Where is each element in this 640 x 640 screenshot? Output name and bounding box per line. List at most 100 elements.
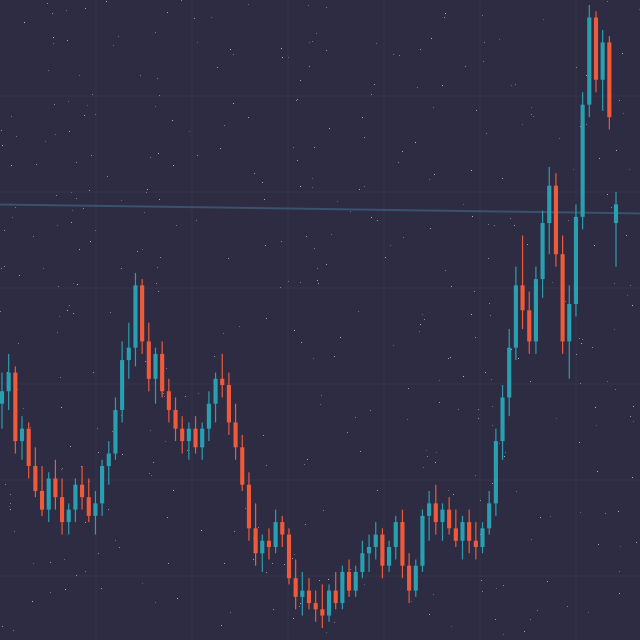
- candle: [206, 391, 211, 442]
- candle-body-up: [73, 484, 78, 510]
- candle-body-down: [173, 409, 178, 429]
- candle-body-down: [320, 609, 325, 616]
- candle: [467, 509, 472, 554]
- horizontal-reference-line: [0, 203, 640, 215]
- candle-body-down: [86, 497, 91, 516]
- candle-body-down: [527, 310, 532, 342]
- candle-body-down: [560, 254, 565, 342]
- candle-body-up: [480, 528, 485, 548]
- candle: [266, 528, 272, 560]
- candle: [587, 5, 592, 118]
- candle: [593, 11, 599, 93]
- candle: [273, 509, 278, 554]
- candle: [33, 447, 38, 498]
- candle: [226, 372, 231, 435]
- candle-body-down: [26, 428, 31, 467]
- candle: [106, 441, 111, 485]
- candle: [507, 328, 512, 417]
- candle: [246, 472, 252, 541]
- candle-body-down: [407, 565, 412, 591]
- candle: [193, 416, 198, 454]
- candle: [607, 36, 612, 130]
- candle-body-down: [160, 353, 165, 392]
- candle: [387, 540, 392, 572]
- candle-body-up: [493, 441, 498, 504]
- candle: [100, 459, 105, 516]
- candle-body-down: [59, 497, 65, 523]
- candle-body-up: [213, 378, 218, 404]
- candle-body-up: [100, 466, 105, 504]
- candle: [407, 553, 412, 604]
- candle: [460, 515, 465, 560]
- candle: [440, 503, 445, 541]
- candle: [487, 490, 492, 535]
- candle: [160, 341, 165, 398]
- candle-body-down: [166, 391, 171, 410]
- candle-body-down: [53, 478, 58, 498]
- candle-body-down: [233, 422, 238, 448]
- candle: [293, 559, 298, 610]
- candle: [527, 291, 532, 354]
- candle: [306, 578, 312, 610]
- candle: [173, 397, 178, 442]
- candle-body-up: [366, 547, 372, 554]
- candle: [0, 372, 5, 429]
- candle-body-up: [360, 553, 365, 572]
- candle-body-down: [180, 428, 185, 442]
- candle-body-up: [126, 347, 131, 361]
- candle: [113, 397, 118, 460]
- candle-body-down: [13, 372, 18, 442]
- candle: [80, 466, 85, 510]
- candle: [340, 565, 345, 610]
- candle: [547, 166, 552, 255]
- candle: [553, 173, 559, 267]
- candle-body-up: [46, 478, 51, 510]
- candle-body-up: [353, 571, 358, 591]
- candle: [39, 466, 45, 516]
- candle-body-up: [106, 453, 111, 467]
- candle-body-up: [573, 216, 579, 305]
- candle-body-down: [39, 490, 45, 510]
- candle-body-down: [220, 378, 225, 386]
- candle: [286, 528, 292, 585]
- candle-body-down: [193, 428, 198, 448]
- candle-body-up: [420, 515, 425, 566]
- candle-body-up: [387, 547, 392, 566]
- candle-body-up: [153, 353, 158, 379]
- candle: [573, 204, 579, 317]
- candle: [520, 235, 525, 329]
- candle-body-up: [260, 540, 265, 554]
- candle-body-down: [146, 341, 151, 379]
- candle-body-up: [113, 409, 118, 454]
- candle: [427, 490, 432, 541]
- candle: [180, 416, 185, 454]
- candle: [447, 497, 452, 535]
- candle-body-down: [306, 590, 312, 604]
- candle: [233, 403, 238, 460]
- candle: [567, 285, 572, 379]
- candle-body-up: [460, 522, 465, 541]
- candle-body-up: [133, 285, 138, 348]
- candle: [353, 565, 358, 597]
- candle-body-down: [266, 540, 272, 548]
- candle-body-down: [333, 590, 338, 604]
- candle-body-down: [140, 285, 145, 342]
- candle: [300, 571, 305, 616]
- candle: [500, 385, 505, 460]
- candle-body-up: [547, 185, 552, 224]
- candle-body-up: [93, 503, 98, 516]
- candle: [126, 322, 131, 379]
- candle-body-down: [346, 571, 352, 591]
- candle: [213, 372, 218, 423]
- candle: [46, 472, 51, 523]
- candle: [200, 422, 205, 460]
- candle-body-up: [427, 503, 432, 516]
- candle-body-up: [206, 403, 211, 429]
- candle-body-up: [326, 590, 332, 616]
- candle-body-down: [280, 522, 285, 535]
- candle-body-down: [313, 603, 318, 610]
- candle: [613, 191, 619, 267]
- candle: [360, 540, 365, 579]
